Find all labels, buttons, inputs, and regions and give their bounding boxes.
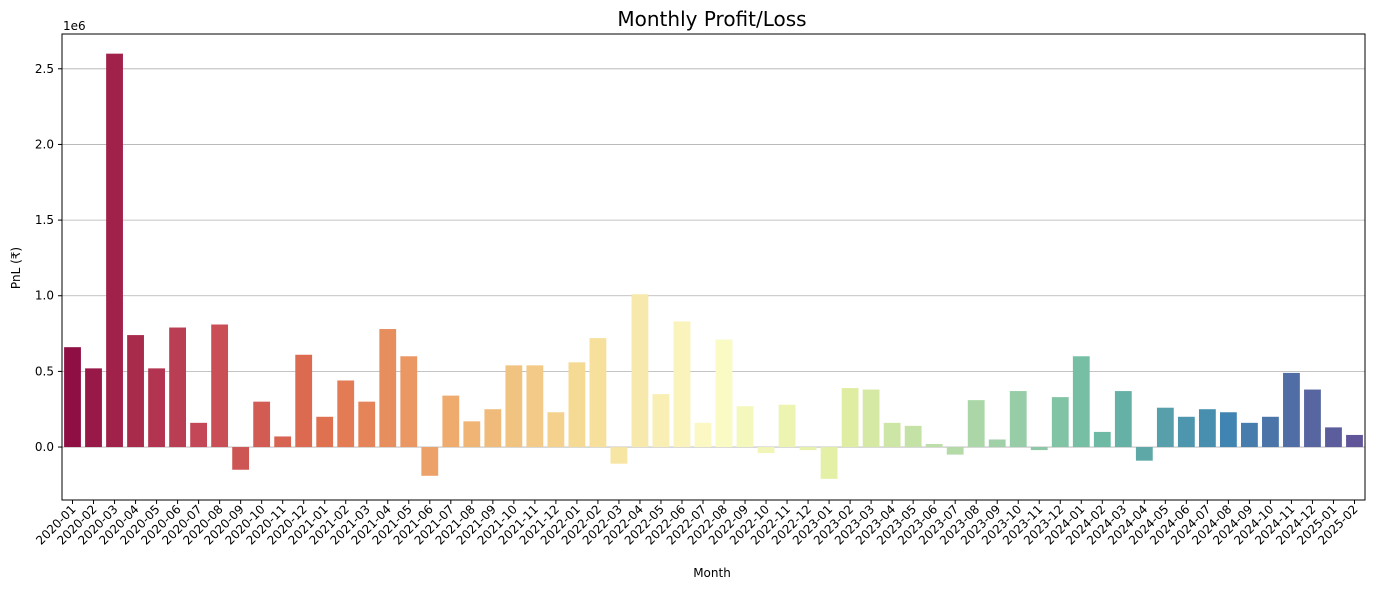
bar-2021-02: [337, 380, 355, 448]
bar-2022-12: [799, 447, 817, 451]
bar-2024-11: [1283, 372, 1300, 448]
bar-2020-08: [211, 324, 229, 448]
bar-2022-03: [610, 447, 628, 464]
bar-2023-04: [883, 422, 901, 448]
bar-2021-12: [547, 412, 565, 448]
bar-2023-12: [1051, 397, 1069, 448]
bar-2024-07: [1198, 409, 1216, 448]
bar-2020-05: [148, 368, 165, 448]
bar-2022-10: [757, 447, 775, 454]
bar-2021-05: [400, 356, 418, 448]
bar-2024-02: [1093, 431, 1111, 448]
bar-2023-07: [946, 447, 964, 455]
bar-2020-07: [190, 422, 208, 448]
bar-2022-02: [589, 338, 607, 448]
y-tick-label: 2.5: [35, 62, 54, 76]
y-tick-label: 2.0: [35, 137, 54, 151]
bar-2023-11: [1030, 447, 1048, 451]
bar-2022-04: [631, 294, 649, 448]
bar-2021-09: [484, 409, 502, 448]
bar-2023-03: [862, 389, 880, 448]
bar-2024-01: [1072, 356, 1090, 448]
y-tick-label: 1.0: [35, 289, 54, 303]
bar-2022-05: [652, 394, 670, 448]
x-axis-label: Month: [693, 566, 731, 580]
bar-2020-06: [169, 327, 186, 448]
bar-2025-02: [1346, 434, 1363, 448]
y-tick-label: 0.5: [35, 364, 54, 378]
bar-2024-08: [1219, 412, 1237, 448]
bar-2023-09: [988, 439, 1006, 448]
gridlines: [62, 68, 1365, 448]
bar-2021-06: [421, 447, 439, 476]
bar-2023-01: [820, 447, 838, 479]
bar-2022-09: [736, 406, 754, 448]
bar-2021-04: [379, 329, 397, 448]
bar-2021-03: [358, 401, 376, 448]
y-axis-label: PnL (₹): [9, 247, 23, 289]
y-offset-label: 1e6: [63, 19, 86, 33]
bar-2020-10: [253, 401, 271, 448]
bar-2020-09: [232, 447, 250, 470]
bar-2023-05: [904, 425, 922, 448]
bar-2023-10: [1009, 391, 1027, 448]
bar-2020-02: [85, 368, 102, 448]
bar-2021-08: [463, 421, 481, 448]
bar-2020-11: [274, 436, 292, 448]
bar-2023-06: [925, 444, 943, 448]
bar-2020-12: [295, 354, 313, 448]
bar-2024-12: [1304, 389, 1321, 448]
bar-2023-08: [967, 400, 985, 448]
y-tick-label: 0.0: [35, 440, 54, 454]
bar-2021-11: [526, 365, 544, 448]
bar-2022-01: [568, 362, 586, 448]
bar-2024-05: [1156, 407, 1174, 448]
plot-frame: [61, 33, 1366, 501]
bar-2024-10: [1262, 416, 1279, 448]
y-axis-ticks: 0.0 0.5 1.0 1.5 2.0 2.5: [35, 62, 62, 454]
bar-2021-01: [316, 416, 334, 448]
bar-2020-04: [127, 335, 144, 448]
chart-title: Monthly Profit/Loss: [617, 7, 806, 31]
bars: [64, 53, 1363, 479]
y-tick-label: 1.5: [35, 213, 54, 227]
bar-2020-01: [64, 347, 81, 448]
bar-2022-07: [694, 422, 712, 448]
x-axis-ticks: 2020-012020-022020-032020-042020-052020-…: [33, 500, 1361, 548]
bar-2024-09: [1241, 422, 1258, 448]
bar-2020-03: [106, 53, 123, 448]
bar-2022-11: [778, 404, 796, 448]
bar-2024-04: [1135, 447, 1153, 461]
bar-2023-02: [841, 388, 859, 448]
bar-2022-08: [715, 339, 733, 448]
bar-2021-10: [505, 365, 523, 448]
bar-2024-03: [1114, 391, 1132, 448]
bar-2021-07: [442, 395, 460, 448]
bar-2025-01: [1325, 427, 1342, 448]
bar-2022-06: [673, 321, 691, 448]
bar-2024-06: [1177, 416, 1195, 448]
